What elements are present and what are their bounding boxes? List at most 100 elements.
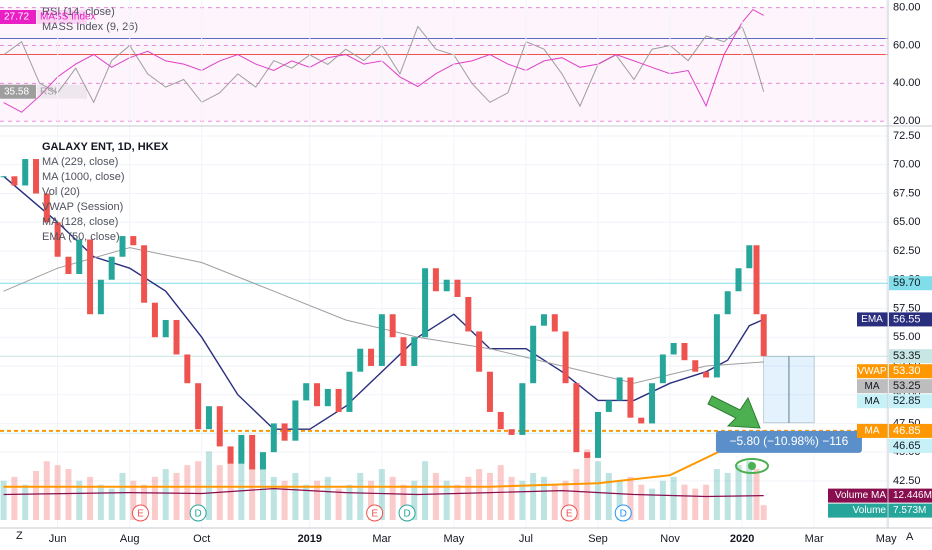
value-badge-text: 35.58: [4, 86, 29, 97]
volume-bar: [713, 469, 720, 520]
volume-bar: [703, 484, 710, 520]
volume-bar: [454, 484, 461, 520]
event-label: D: [620, 509, 627, 520]
price-name-box: [857, 364, 888, 379]
zoom-button[interactable]: Z: [16, 530, 23, 542]
candle: [389, 314, 396, 338]
volume-bar: [389, 476, 396, 520]
candle: [108, 256, 115, 280]
volume-label-box: [828, 503, 932, 518]
x-tick-label: Nov: [660, 533, 680, 545]
x-tick-label: 2020: [730, 533, 754, 545]
value-badge: [0, 10, 36, 24]
price-name-box: [857, 312, 888, 327]
price-name-box: [857, 379, 888, 394]
candle: [130, 236, 137, 246]
candle: [314, 383, 321, 407]
volume-bar: [87, 476, 94, 520]
event-marker: [560, 504, 578, 522]
volume-bar: [584, 449, 591, 520]
volume-bar: [476, 469, 483, 520]
volume-bar: [184, 465, 191, 520]
volume-bar: [753, 469, 760, 520]
volume-bar: [595, 461, 602, 520]
price-label-box: [889, 423, 932, 438]
y-tick-label: 40.00: [893, 77, 921, 89]
volume-bar: [368, 480, 375, 520]
legend-entry: MASS Index (9, 26): [42, 21, 138, 33]
event-label: E: [371, 509, 378, 520]
x-tick-label: May: [876, 533, 897, 545]
value-badge-text: 27.72: [4, 12, 29, 23]
volume-bar: [151, 476, 158, 520]
volume-label-box: [828, 488, 932, 503]
candle: [162, 319, 169, 338]
series-line: [3, 8, 764, 113]
candle: [422, 268, 429, 338]
candle: [141, 245, 148, 303]
name-badge: [37, 10, 87, 24]
x-tick-label: Mar: [372, 533, 391, 545]
price-name: EMA: [861, 314, 883, 325]
candle: [292, 400, 299, 441]
volume-value: 12.446M: [893, 490, 932, 501]
candle: [22, 159, 29, 186]
candle: [368, 348, 375, 366]
y-tick-label: 80.00: [893, 1, 921, 13]
legend-entry: MA (128, close): [42, 216, 118, 228]
x-tick-label: Aug: [120, 533, 140, 545]
volume-bar: [65, 469, 72, 520]
volume-bar: [422, 461, 429, 520]
price-label-box: [889, 438, 932, 453]
volume-bar: [346, 484, 353, 520]
y-tick-label: 72.50: [893, 130, 921, 142]
volume-bar: [649, 488, 656, 520]
candle: [249, 434, 256, 470]
candle: [11, 176, 18, 186]
candle: [432, 268, 439, 292]
candle: [562, 331, 569, 384]
legend-entry: EMA (50, close): [42, 231, 120, 243]
candle: [259, 452, 266, 470]
event-label: E: [137, 509, 144, 520]
x-tick-label: Mar: [805, 533, 824, 545]
candle: [713, 314, 720, 378]
candle: [497, 411, 504, 430]
candle: [65, 256, 72, 274]
volume-bar: [281, 480, 288, 520]
candle: [443, 279, 450, 292]
volume-bar: [746, 461, 753, 520]
volume-bar: [357, 472, 364, 520]
price-label: 46.65: [893, 440, 921, 452]
volume-bar: [551, 484, 558, 520]
candle: [33, 159, 40, 194]
volume-bar: [432, 472, 439, 520]
y-tick-label: 20.00: [893, 115, 921, 127]
candle: [173, 319, 180, 355]
price-label: 53.25: [893, 380, 921, 392]
event-marker: [366, 504, 384, 522]
volume-bar: [54, 465, 61, 520]
x-tick-label: Jun: [49, 533, 67, 545]
candle: [746, 245, 753, 269]
candle: [43, 193, 50, 223]
candle: [76, 239, 83, 274]
candle: [530, 325, 537, 384]
volume-bar: [108, 488, 115, 520]
price-name: MA: [865, 426, 880, 437]
volume-bar: [195, 461, 202, 520]
name-badge-text: RSI: [40, 86, 57, 97]
x-tick-label: Sep: [588, 533, 608, 545]
volume-bar: [324, 476, 331, 520]
volume-bar: [162, 469, 169, 520]
y-tick-label: 57.50: [893, 302, 921, 314]
volume-bar: [227, 457, 234, 520]
volume-bar: [465, 476, 472, 520]
candle: [454, 279, 461, 297]
y-tick-label: 42.50: [893, 475, 921, 487]
candle: [335, 388, 342, 412]
candle: [238, 434, 245, 464]
price-name: VWAP: [857, 366, 886, 377]
price-label-box: [889, 394, 932, 409]
auto-scale-button[interactable]: A: [906, 531, 914, 543]
